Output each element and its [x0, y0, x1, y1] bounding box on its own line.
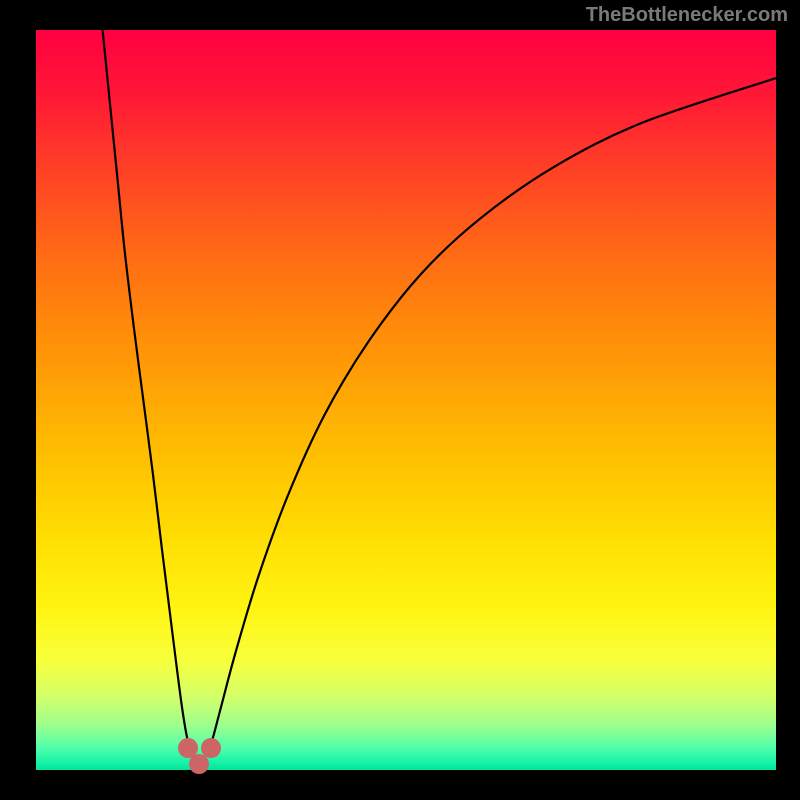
data-marker — [189, 754, 209, 774]
marker-layer — [36, 30, 776, 770]
plot-area — [36, 30, 776, 770]
chart-container: TheBottlenecker.com — [0, 0, 800, 800]
watermark-text: TheBottlenecker.com — [586, 4, 788, 27]
data-marker — [201, 738, 221, 758]
